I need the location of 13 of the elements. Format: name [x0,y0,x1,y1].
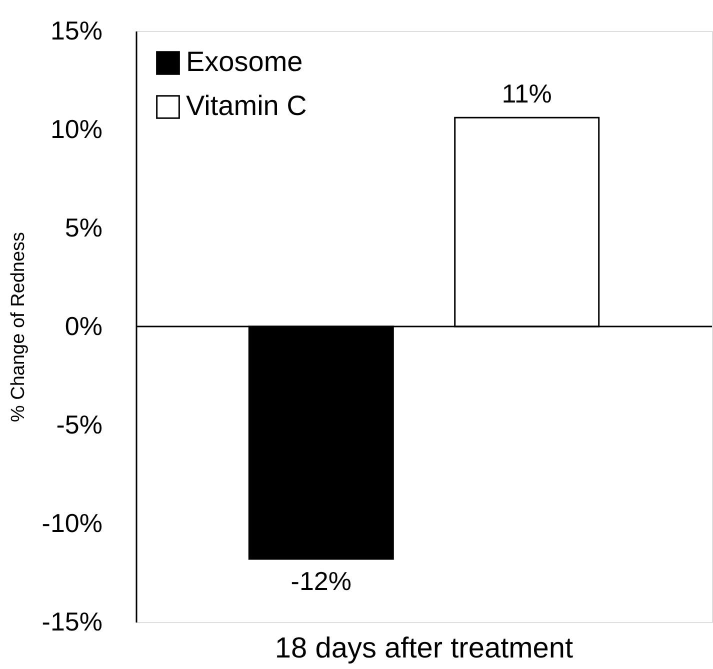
legend-label: Exosome [186,46,303,77]
y-tick-label: -10% [42,508,102,538]
y-tick-label: 5% [64,212,102,242]
y-tick-label: -15% [42,606,102,636]
legend-label: Vitamin C [186,90,307,121]
y-tick-label: 10% [50,114,102,144]
x-tick-label: 18 days after treatment [274,632,574,664]
data-label: 11% [502,78,552,109]
data-label: -12% [290,566,352,596]
y-axis-title: % Change of Redness [8,232,29,422]
y-tick-label: -5% [56,410,102,440]
y-tick-label: 0% [64,311,102,341]
y-tick-label: 15% [50,16,102,46]
